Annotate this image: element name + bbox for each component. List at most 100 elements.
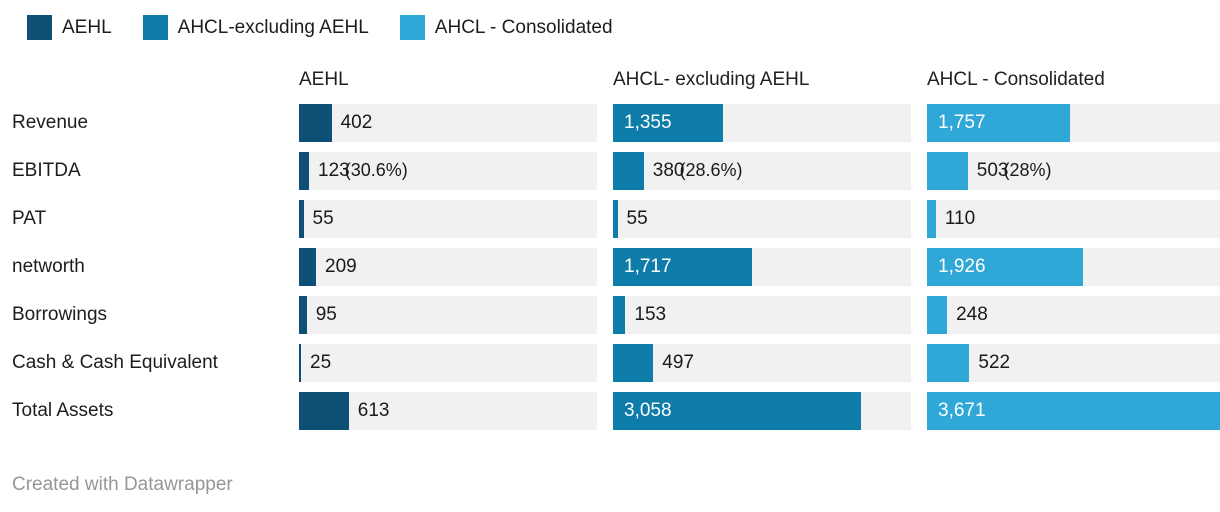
bar <box>299 152 309 190</box>
bar-value-number: 1,355 <box>624 112 672 133</box>
legend: AEHL AHCL-excluding AEHL AHCL - Consolid… <box>0 0 1220 40</box>
attribution-text: Created with Datawrapper <box>12 474 233 495</box>
legend-swatch-ahcl-consolidated <box>399 15 425 40</box>
table-row: networth 209 1,717 1,926 <box>0 248 1220 286</box>
table-row: PAT 55 55 110 <box>0 200 1220 238</box>
bar-track: 110 <box>927 200 1220 238</box>
table-row: Total Assets 613 3,058 3,671 <box>0 392 1220 430</box>
bar <box>927 344 970 382</box>
bar-track: 1,926 <box>927 248 1220 286</box>
bar-track: 209 <box>299 248 597 286</box>
bar-track: 3,058 <box>613 392 911 430</box>
column-header-ahcl-excluding: AHCL- excluding AEHL <box>613 69 810 90</box>
bar <box>299 200 304 238</box>
bar-value-number: 1,757 <box>938 112 986 133</box>
legend-label: AHCL - Consolidated <box>434 16 613 38</box>
bar-value-number: 95 <box>315 304 337 325</box>
bar <box>613 152 644 190</box>
bar-value-number: 55 <box>626 208 648 229</box>
bar-value-number: 1,926 <box>938 256 986 277</box>
row-label: PAT <box>12 208 47 229</box>
bar-value: 1,926 <box>938 248 986 286</box>
bar <box>299 104 332 142</box>
column-header-aehl: AEHL <box>299 69 349 90</box>
bar-value: 613 <box>358 392 390 430</box>
bar-value-number: 402 <box>340 112 373 133</box>
bar-track: 3,671 <box>927 392 1220 430</box>
bar-track: 380 (28.6%) <box>613 152 911 190</box>
bar <box>927 392 1220 430</box>
legend-label: AHCL-excluding AEHL <box>177 16 369 38</box>
bar-value-number: 380 <box>652 160 685 181</box>
bar-track: 55 <box>613 200 911 238</box>
bar-value: 248 <box>956 296 988 334</box>
bar-value-number: 503 <box>976 160 1009 181</box>
bar-track: 55 <box>299 200 597 238</box>
bar-track: 522 <box>927 344 1220 382</box>
bar-value: 3,671 <box>938 392 986 430</box>
bar <box>927 104 1070 142</box>
chart-rows: Revenue 402 1,355 1,757 EBITDA 123 (30.6%) 380(… <box>0 104 1220 430</box>
bar <box>927 200 936 238</box>
bar-value: 402 <box>341 104 373 142</box>
bar-value: 1,355 <box>624 104 672 142</box>
bar-track: 497 <box>613 344 911 382</box>
legend-item-aehl: AEHL <box>27 15 112 40</box>
bar <box>613 296 626 334</box>
bar-track: 153 <box>613 296 911 334</box>
row-label: Borrowings <box>12 304 108 325</box>
bar <box>613 104 723 142</box>
bar <box>927 248 1084 286</box>
bar-track: 95 <box>299 296 597 334</box>
bar <box>927 296 948 334</box>
legend-swatch-ahcl-excluding <box>142 15 168 40</box>
bar-value-number: 1,717 <box>624 256 672 277</box>
bar-track: 613 <box>299 392 597 430</box>
table-row: Revenue 402 1,355 1,757 <box>0 104 1220 142</box>
bar <box>613 248 753 286</box>
bar-value-number: 497 <box>662 352 694 373</box>
bar-annotation: (28.6%) <box>679 159 743 180</box>
bar-value: 209 <box>325 248 357 286</box>
bar-value: 1,757 <box>938 104 986 142</box>
bar-value-number: 522 <box>978 352 1011 373</box>
bar <box>299 344 301 382</box>
bar <box>299 392 349 430</box>
legend-swatch-aehl <box>27 15 52 40</box>
row-label: EBITDA <box>12 160 81 181</box>
bar-value: 3,058 <box>624 392 672 430</box>
bar-value-number: 123 <box>318 160 350 181</box>
column-header-ahcl-consolidated: AHCL - Consolidated <box>927 69 1105 90</box>
row-label: networth <box>12 256 85 277</box>
bar-track: 503 (28%) <box>927 152 1220 190</box>
bar-value: 380 (28.6%) <box>653 152 743 190</box>
bar-value-number: 3,671 <box>938 400 986 421</box>
bar-value-number: 3,058 <box>624 400 672 421</box>
row-label: Total Assets <box>12 400 114 421</box>
bar-value: 497 <box>662 344 694 382</box>
bar-track: 1,355 <box>613 104 911 142</box>
bar-value: 522 <box>978 344 1010 382</box>
bar-value: 123 (30.6%) <box>318 152 408 190</box>
bar-value-number: 153 <box>634 304 667 325</box>
table-row: Cash & Cash Equivalent 25 497 522 <box>0 344 1220 382</box>
bar-value: 1,717 <box>624 248 672 286</box>
bar-value-number: 25 <box>310 352 332 373</box>
bar-annotation: (28%) <box>1003 159 1052 180</box>
bar-track: 1,717 <box>613 248 911 286</box>
bar-value: 55 <box>627 200 648 238</box>
bar <box>613 200 618 238</box>
table-row: Borrowings 95 153 248 <box>0 296 1220 334</box>
bar <box>613 344 654 382</box>
bar-value: 25 <box>310 344 331 382</box>
bar-annotation: (30.6%) <box>344 159 408 180</box>
bar <box>299 296 307 334</box>
table-row: EBITDA 123 (30.6%) 380 (28.6%) 503 (28%) <box>0 152 1220 190</box>
bar-value-number: 110 <box>944 208 976 229</box>
row-label: Cash & Cash Equivalent <box>12 352 218 373</box>
legend-label: AEHL <box>62 16 112 38</box>
row-label: Revenue <box>12 112 89 133</box>
bar-track: 25 <box>299 344 597 382</box>
bar-value: 55 <box>313 200 334 238</box>
